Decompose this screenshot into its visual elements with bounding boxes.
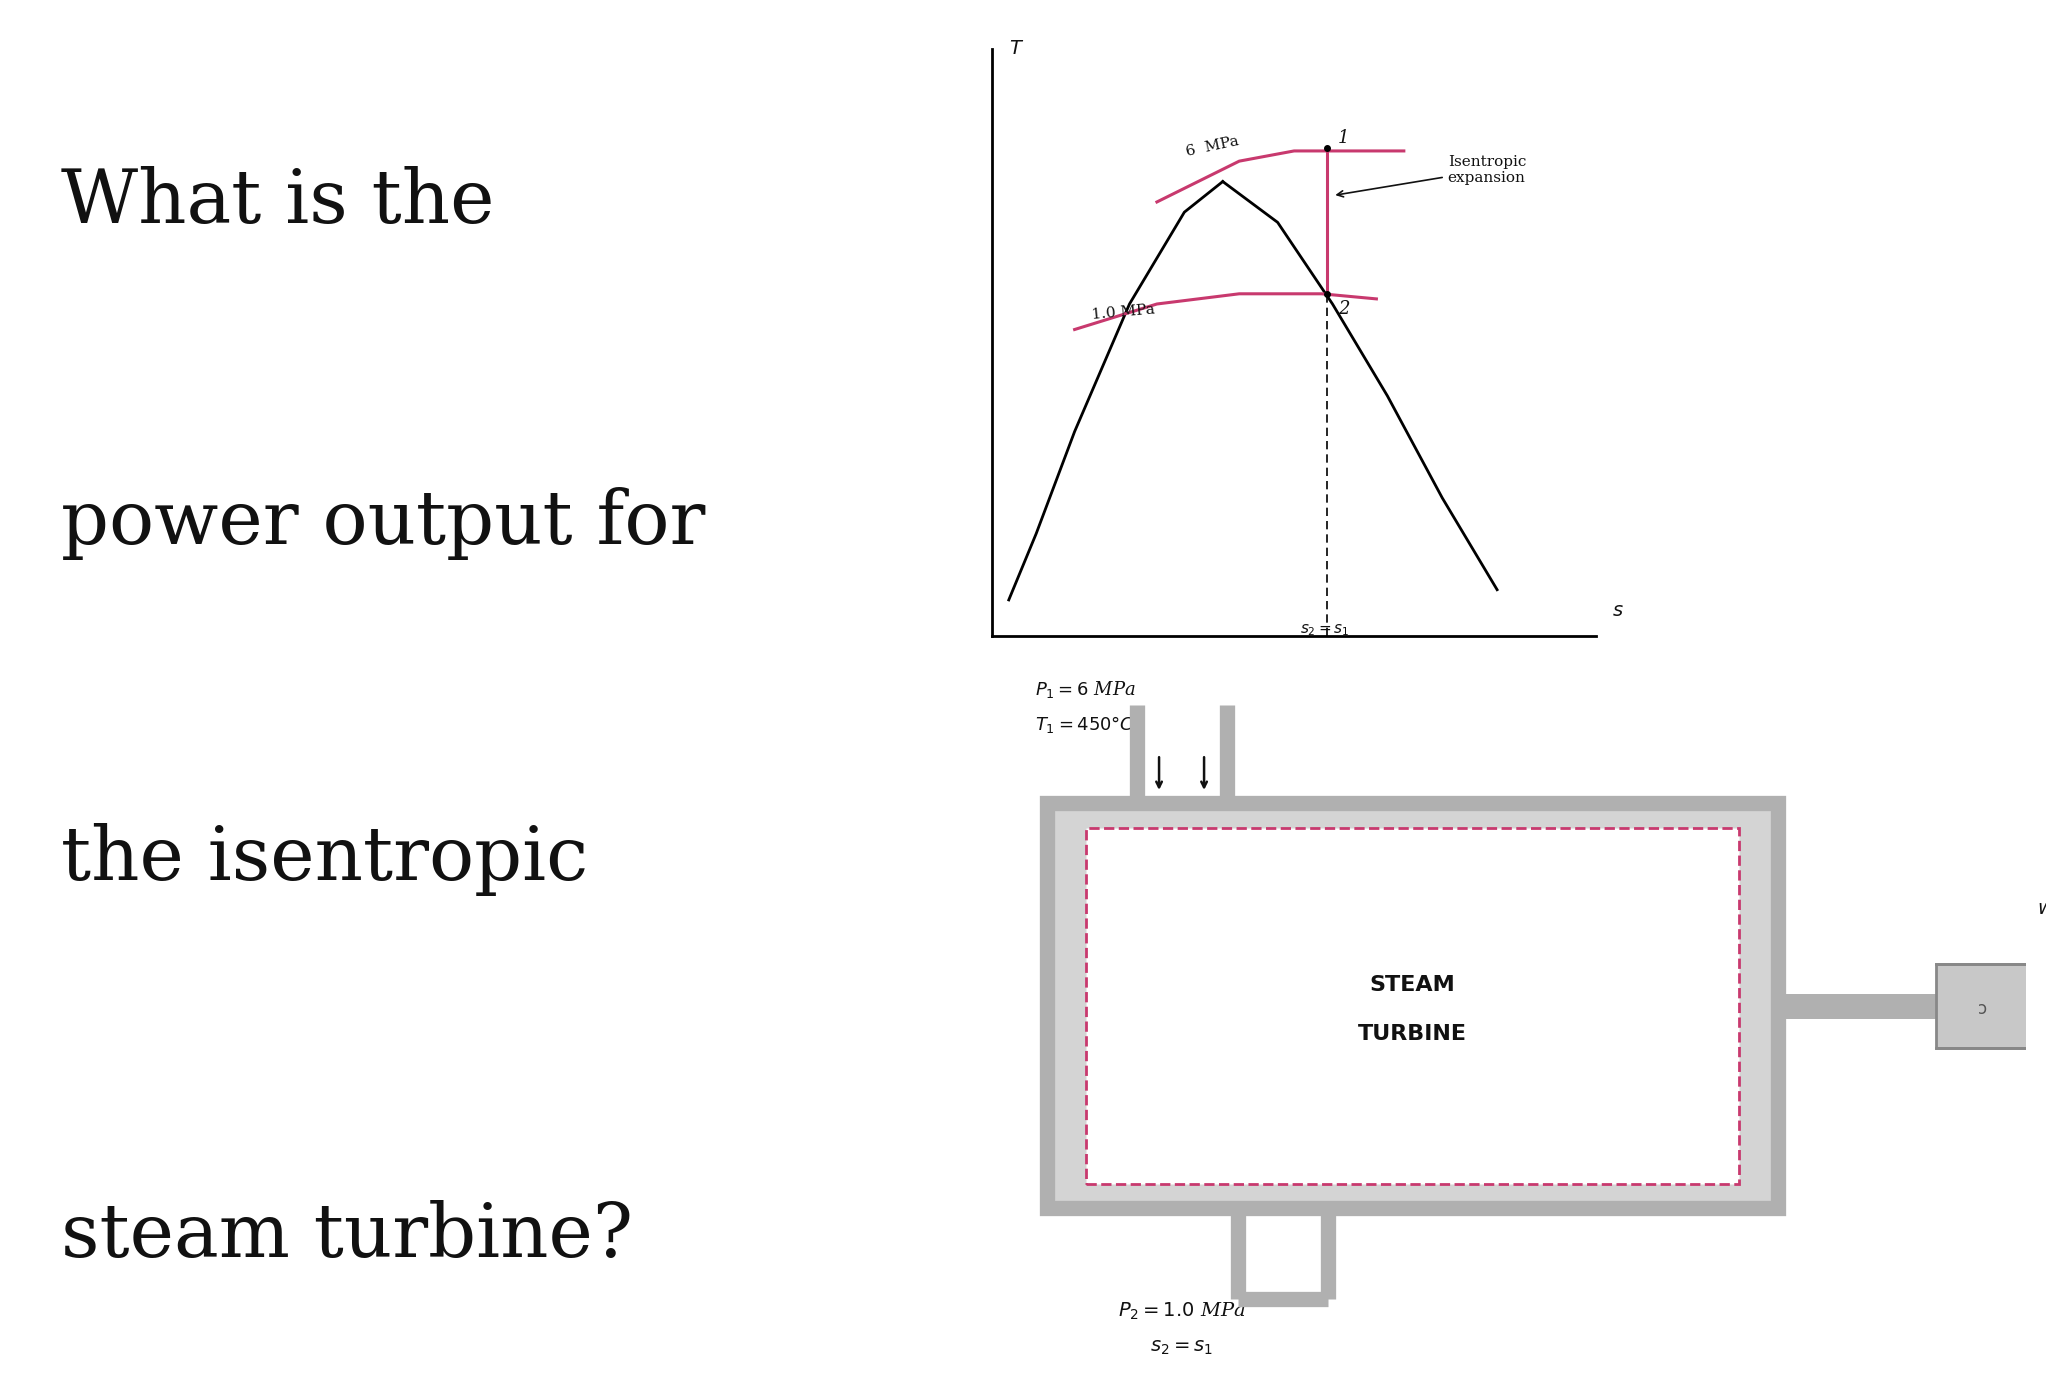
Text: $T$: $T$ (1009, 39, 1023, 59)
Text: What is the: What is the (61, 166, 495, 239)
Text: power output for: power output for (61, 488, 706, 560)
Bar (1936, 964, 2032, 1048)
Text: $s$: $s$ (1612, 601, 1625, 620)
Text: ↄ: ↄ (1978, 1000, 1987, 1018)
Bar (1086, 827, 1739, 1183)
Text: Isentropic
expansion: Isentropic expansion (1338, 155, 1526, 197)
Text: steam turbine?: steam turbine? (61, 1200, 634, 1273)
Text: $P_2 =1.0$ MPa: $P_2 =1.0$ MPa (1117, 1301, 1246, 1322)
Text: 1: 1 (1338, 130, 1350, 147)
Text: 6  MPa: 6 MPa (1185, 134, 1240, 159)
Text: the isentropic: the isentropic (61, 823, 589, 895)
Text: TURBINE: TURBINE (1359, 1024, 1467, 1044)
Text: $s_2 = s_1$: $s_2 = s_1$ (1150, 1338, 1213, 1356)
Text: 2: 2 (1338, 300, 1350, 319)
Text: 1.0 MPa: 1.0 MPa (1091, 303, 1156, 323)
Text: $w_\mathrm{out} = ?$: $w_\mathrm{out} = ?$ (2036, 900, 2046, 921)
Bar (1046, 803, 1778, 1208)
Text: $s_2 = s_1$: $s_2 = s_1$ (1299, 622, 1348, 638)
Text: $P_1 = 6$ MPa: $P_1 = 6$ MPa (1035, 679, 1136, 700)
Text: STEAM: STEAM (1369, 975, 1455, 995)
Text: $T_1 = 450°C$: $T_1 = 450°C$ (1035, 714, 1136, 735)
